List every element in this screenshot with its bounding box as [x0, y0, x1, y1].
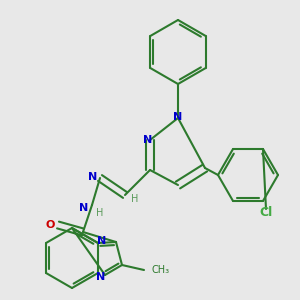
Text: Cl: Cl	[260, 206, 273, 220]
Text: N: N	[143, 135, 153, 145]
Text: N: N	[173, 112, 183, 122]
Text: CH₃: CH₃	[152, 265, 170, 275]
Text: N: N	[80, 203, 88, 213]
Text: H: H	[131, 194, 139, 204]
Text: O: O	[45, 220, 55, 230]
Text: N: N	[96, 272, 106, 282]
Text: H: H	[96, 208, 104, 218]
Text: N: N	[88, 172, 98, 182]
Text: N: N	[98, 236, 106, 246]
